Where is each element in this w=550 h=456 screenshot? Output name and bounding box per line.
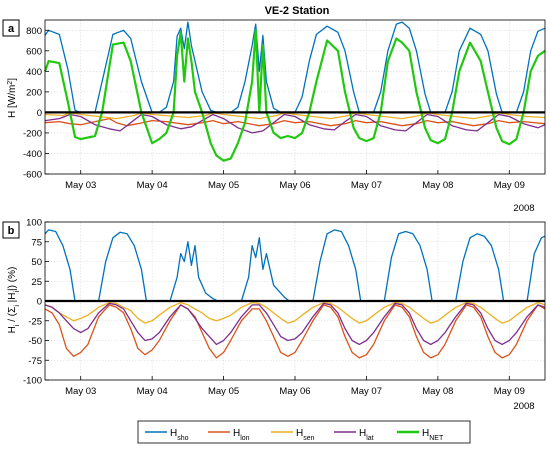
panel-a-series-sen [44,112,546,120]
legend-label-net: HNET [422,428,444,442]
panel-a-series-lat [44,113,546,134]
panel-a-x-tick-label: May 07 [351,180,382,191]
legend-box [137,420,471,444]
legend-label-lon: Hlon [233,428,250,442]
panel-a-y-tick-label: -200 [23,128,42,139]
panel-a-x-tick-label: May 06 [279,180,310,191]
panel-b-y-tick-label: 0 [37,297,42,308]
panel-b-y-axis-label: Hi / (Σi |Hi|) (%) [7,267,21,334]
legend-label-sho: Hsho [170,428,189,442]
panel-b-y-tick-label: 25 [31,277,42,288]
panel-a-series [43,21,546,162]
panel-a-series-lon [44,117,546,127]
chart-title: VE-2 Station [265,5,330,17]
legend: Hsho Hlon Hsen Hlat HNET [137,420,471,444]
panel-a-y-ticks: -600 -400 -200 0 200 400 600 800 [23,26,49,181]
panel-a-series-net [43,29,546,162]
panel-b-y-tick-label: -75 [28,356,42,367]
panel-b-x-tick-label: May 03 [65,386,96,397]
panel-a-y-tick-label: -600 [23,170,42,181]
panel-a-y-tick-label: 0 [37,108,42,119]
panel-b-y-tick-label: -25 [28,316,42,327]
panel-a-series-sho [44,21,546,114]
panel-a-y-axis-label: H [W/m2] [7,78,19,118]
panel-b-series-lat [44,302,546,346]
panel-b-x-tick-label: May 07 [351,386,382,397]
panel-b-y-tick-label: 100 [26,218,42,229]
panel-a-label: a [8,23,15,35]
legend-label-lat: Hlat [359,428,374,442]
panel-b-x-tick-label: May 09 [494,386,525,397]
panel-a-x-ticks: May 03 May 04 May 05 May 06 May 07 May 08 May … [65,170,525,191]
panel-b-y-tick-label: 75 [31,237,42,248]
panel-b-series-lon [44,304,546,359]
panel-b-x-ticks: May 03 May 04 May 05 May 06 May 07 May 08 May … [65,376,525,397]
panel-b-x-tick-label: May 08 [422,386,453,397]
panel-b-x-tick-label: May 04 [137,386,168,397]
legend-label-sen: Hsen [296,428,315,442]
panel-b-x-tick-label: May 05 [208,386,239,397]
panel-b-year-label: 2008 [513,401,534,412]
panel-a-y-tick-label: 400 [26,67,42,78]
legend-items: Hsho Hlon Hsen Hlat HNET [145,428,444,442]
panel-a-label-box [2,19,20,37]
panel-b-series-sen [44,301,546,324]
panel-b-label-box [2,221,20,239]
panel-a-y-tick-label: -400 [23,149,42,160]
panel-b-y-tick-label: 50 [31,257,42,268]
panel-a-x-tick-label: May 04 [137,180,168,191]
panel-a-x-tick-label: May 09 [494,180,525,191]
panel-a-x-tick-label: May 08 [422,180,453,191]
panel-a-x-tick-label: May 03 [65,180,96,191]
panel-b-series [44,229,546,359]
panel-b-label: b [8,225,15,237]
panel-a-y-tick-label: 200 [26,87,42,98]
panel-a-y-tick-label: 800 [26,26,42,37]
panel-a-x-tick-label: May 05 [208,180,239,191]
panel-b-y-tick-label: -50 [28,336,42,347]
panel-a-y-tick-label: 600 [26,46,42,57]
panel-b-x-tick-label: May 06 [279,386,310,397]
panel-b-y-tick-label: -100 [23,376,42,387]
panel-b-series-sho [44,229,546,302]
panel-a-year-label: 2008 [513,203,534,214]
panel-b-y-ticks: -100 -75 -50 -25 0 25 50 75 100 [23,218,49,387]
